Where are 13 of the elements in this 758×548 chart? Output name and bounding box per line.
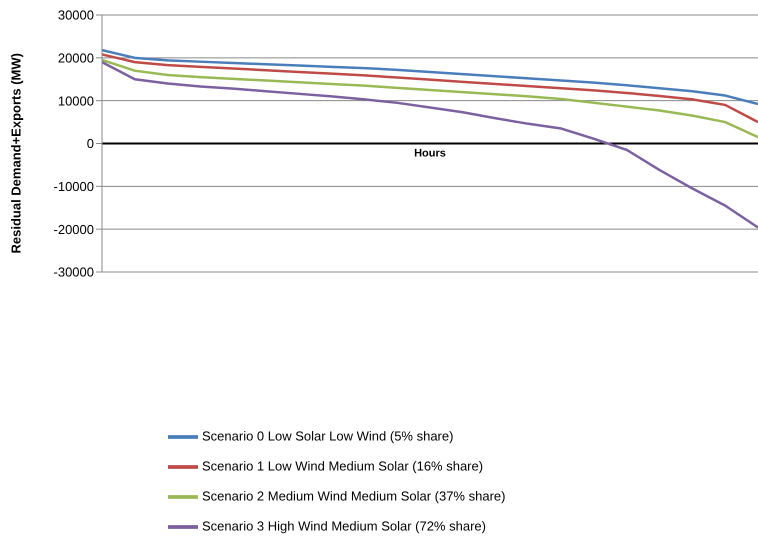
legend-label: Scenario 3 High Wind Medium Solar (72% share) bbox=[202, 518, 486, 534]
y-tick-label: -20000 bbox=[54, 222, 94, 237]
legend-label: Scenario 2 Medium Wind Medium Solar (37% share) bbox=[202, 488, 506, 504]
legend-label: Scenario 1 Low Wind Medium Solar (16% share) bbox=[202, 458, 484, 474]
x-axis-title: Hours bbox=[414, 148, 446, 160]
y-tick-label: 10000 bbox=[58, 93, 94, 108]
y-tick-label: 20000 bbox=[58, 50, 94, 66]
y-axis-title: Residual Demand+Exports (MW) bbox=[8, 53, 24, 254]
y-tick-label: -10000 bbox=[54, 178, 94, 194]
y-tick-label: 0 bbox=[86, 136, 94, 152]
y-tick-label: 30000 bbox=[58, 8, 94, 23]
legend-label: Scenario 0 Low Solar Low Wind (5% share) bbox=[202, 428, 454, 444]
y-tick-label: -30000 bbox=[54, 264, 94, 280]
